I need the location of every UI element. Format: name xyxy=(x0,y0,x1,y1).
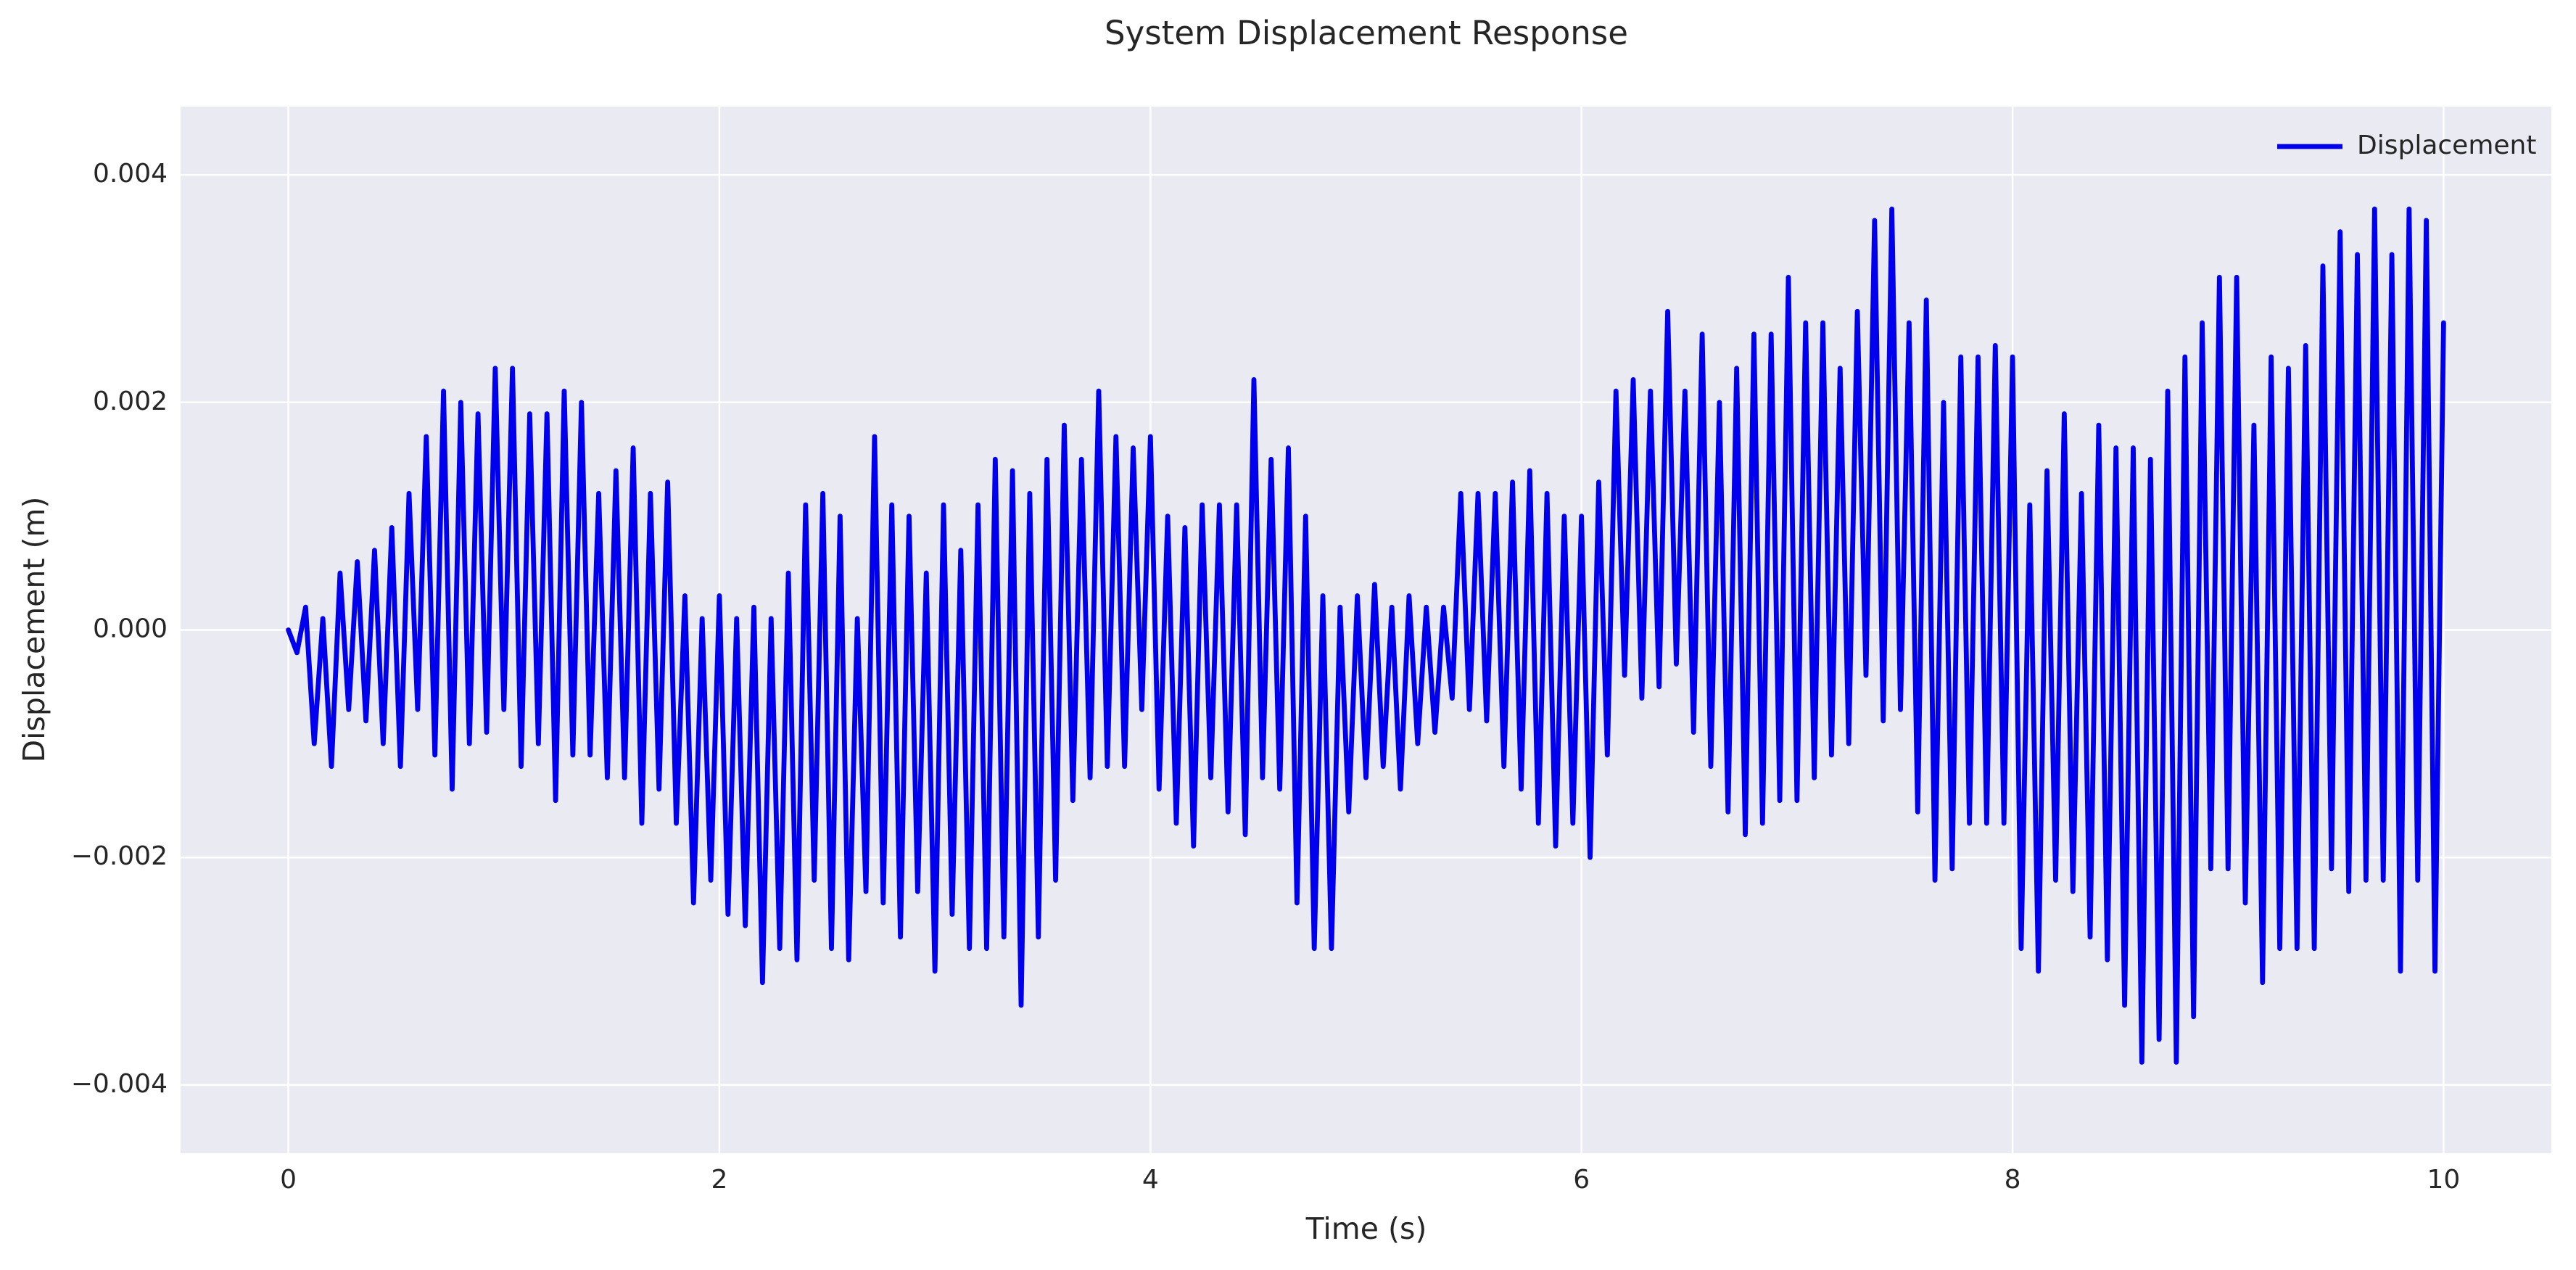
x-axis-label: Time (s) xyxy=(1305,1211,1427,1246)
y-tick-label: 0.004 xyxy=(93,159,168,189)
y-axis-label: Displacement (m) xyxy=(17,497,51,763)
y-tick-label: 0.002 xyxy=(93,387,168,416)
chart-title: System Displacement Response xyxy=(1105,14,1628,52)
y-tick-label: −0.004 xyxy=(71,1069,168,1099)
x-tick-label: 8 xyxy=(2005,1165,2021,1195)
x-tick-label: 10 xyxy=(2427,1165,2461,1195)
x-tick-label: 2 xyxy=(711,1165,728,1195)
data-line xyxy=(286,206,2446,1065)
y-tick-label: 0.000 xyxy=(93,614,168,644)
x-tick-label: 0 xyxy=(280,1165,297,1195)
legend-label: Displacement xyxy=(2357,131,2536,160)
x-tick-label: 4 xyxy=(1142,1165,1159,1195)
y-tick-label: −0.002 xyxy=(71,841,168,871)
marks xyxy=(286,206,2446,1065)
x-tick-label: 6 xyxy=(1573,1165,1590,1195)
legend: Displacement xyxy=(2277,131,2536,160)
